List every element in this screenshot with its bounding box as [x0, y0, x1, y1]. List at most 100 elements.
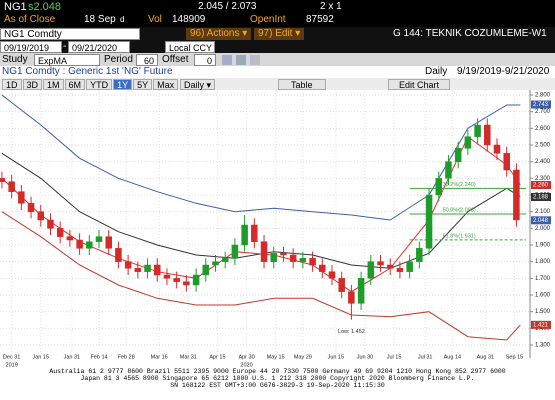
candle-body [202, 264, 210, 276]
range-button[interactable]: 1D [2, 79, 22, 90]
edit-menu[interactable]: 97) Edit ▾ [254, 28, 305, 40]
x-tick-label: Jan 31 [64, 354, 81, 360]
icon[interactable] [250, 55, 260, 65]
candle-body [396, 268, 404, 272]
value-marker [531, 181, 551, 189]
start-date[interactable]: 09/19/2019 [0, 41, 62, 53]
x-tick-label: Feb 14 [90, 354, 107, 360]
fib-label: 38.2%(2.240) [443, 182, 476, 188]
description: NG1 Comdty : Generic 1st 'NG' Future [2, 66, 173, 77]
page-title: G 144: TEKNIK COZUMLEME-W1 [393, 28, 547, 39]
x-tick-label: Apr 30 [238, 354, 254, 360]
range-button[interactable]: 5Y [133, 79, 153, 90]
candle-body [348, 291, 355, 304]
y-tick-label: 1.700 [535, 276, 551, 282]
end-date[interactable]: 09/21/2020 [68, 41, 130, 53]
candle-body [270, 253, 277, 262]
y-tick-label: 2.000 [535, 226, 551, 232]
offset-input[interactable]: 0 [194, 54, 216, 66]
volume: 148909 [172, 14, 206, 25]
candle-body [0, 178, 6, 182]
x-tick-label: Mar 16 [151, 354, 168, 360]
candle-body [493, 144, 501, 154]
offset-label: Offset [162, 54, 189, 65]
candle-body [134, 268, 142, 272]
value-marker [531, 320, 551, 329]
y-tick-label: 1.600 [535, 293, 551, 299]
study-label: Study [2, 54, 28, 65]
table-button[interactable]: Table [278, 79, 326, 90]
study-input[interactable]: ExpMA [34, 54, 100, 66]
candle-body [464, 136, 472, 149]
period-input[interactable]: 60 [136, 54, 158, 66]
candle-body [367, 261, 375, 279]
candle-body [435, 178, 443, 196]
range-button[interactable]: 1M [43, 79, 64, 90]
candle-body [115, 248, 122, 262]
x-tick-label: Aug 14 [444, 354, 461, 360]
candle-body [86, 241, 93, 249]
candle-body [47, 219, 54, 229]
range-buttons: 1D 3D 1M 6M YTD 1Y 5Y Max [2, 79, 179, 90]
period-label: Period [104, 54, 133, 65]
security-input[interactable]: NG1 Comdty [0, 28, 140, 40]
candle-body [484, 124, 491, 146]
range-button[interactable]: YTD [86, 79, 113, 90]
candle-body [8, 181, 15, 192]
candle-body [27, 203, 35, 212]
candle-body [192, 274, 200, 286]
x-tick-label: Jan 15 [33, 354, 50, 360]
range-button[interactable]: 1Y [113, 79, 133, 90]
value-marker-label: 1.421 [533, 322, 549, 328]
value-marker-label: 2.048 [533, 218, 549, 224]
candle-body [241, 224, 248, 246]
candle-body [425, 194, 433, 249]
footer: Australia 61 2 9777 8600 Brazil 5511 239… [0, 368, 555, 389]
candle-body [183, 281, 190, 286]
edit-chart-button[interactable]: Edit Chart [388, 79, 451, 90]
as-of: As of Close [4, 14, 56, 25]
value-marker-label: 2.743 [533, 102, 549, 108]
frequency: Daily [425, 66, 448, 77]
range-button[interactable]: Max [153, 79, 179, 90]
range-button[interactable]: 6M [64, 79, 86, 90]
candle-body [173, 278, 180, 282]
candle-body [76, 239, 83, 249]
date-dash: - [63, 41, 67, 52]
x-tick-label: May 29 [294, 354, 312, 360]
y-tick-label: 1.400 [535, 326, 551, 332]
y-tick-label: 2.100 [535, 209, 551, 215]
y-tick-label: 2.500 [535, 143, 551, 149]
actions-menu[interactable]: 96) Actions ▾ [186, 28, 252, 40]
y-tick-label: 2.600 [535, 126, 551, 132]
candle-body [328, 271, 336, 279]
y-tick-label: 2.300 [535, 176, 551, 182]
year-label: 2020 [240, 362, 252, 368]
fib-label: 61.8%(1.931) [443, 233, 476, 239]
quote-date: 18 Sep [84, 14, 116, 25]
candle-body [260, 241, 268, 262]
x-tick-label: May 15 [267, 354, 285, 360]
plot-area [0, 90, 530, 358]
x-tick-label: Sep 15 [506, 354, 523, 360]
frequency-menu[interactable]: Daily ▾ [180, 79, 216, 90]
x-tick-label: Feb 28 [118, 354, 135, 360]
icon[interactable] [236, 55, 246, 65]
candle-body [105, 236, 112, 249]
x-tick-label: Apr 15 [209, 354, 225, 360]
y-tick-label: 2.800 [535, 93, 551, 99]
candle-body [144, 264, 151, 272]
candle-body [289, 254, 297, 262]
bid-ask-size: 2 x 1 [320, 1, 342, 12]
icon[interactable] [222, 55, 232, 65]
x-tick-label: Mar 31 [180, 354, 197, 360]
range-button[interactable]: 3D [22, 79, 43, 90]
low-label: Low: 1.452 [338, 329, 365, 335]
value-marker-label: 2.188 [533, 195, 549, 201]
candle-body [163, 274, 171, 279]
candle-body [56, 228, 64, 237]
currency-select[interactable]: Local CCY [165, 41, 215, 53]
value-marker [531, 193, 551, 201]
date-range: 9/19/2019-9/21/2020 [457, 66, 550, 77]
